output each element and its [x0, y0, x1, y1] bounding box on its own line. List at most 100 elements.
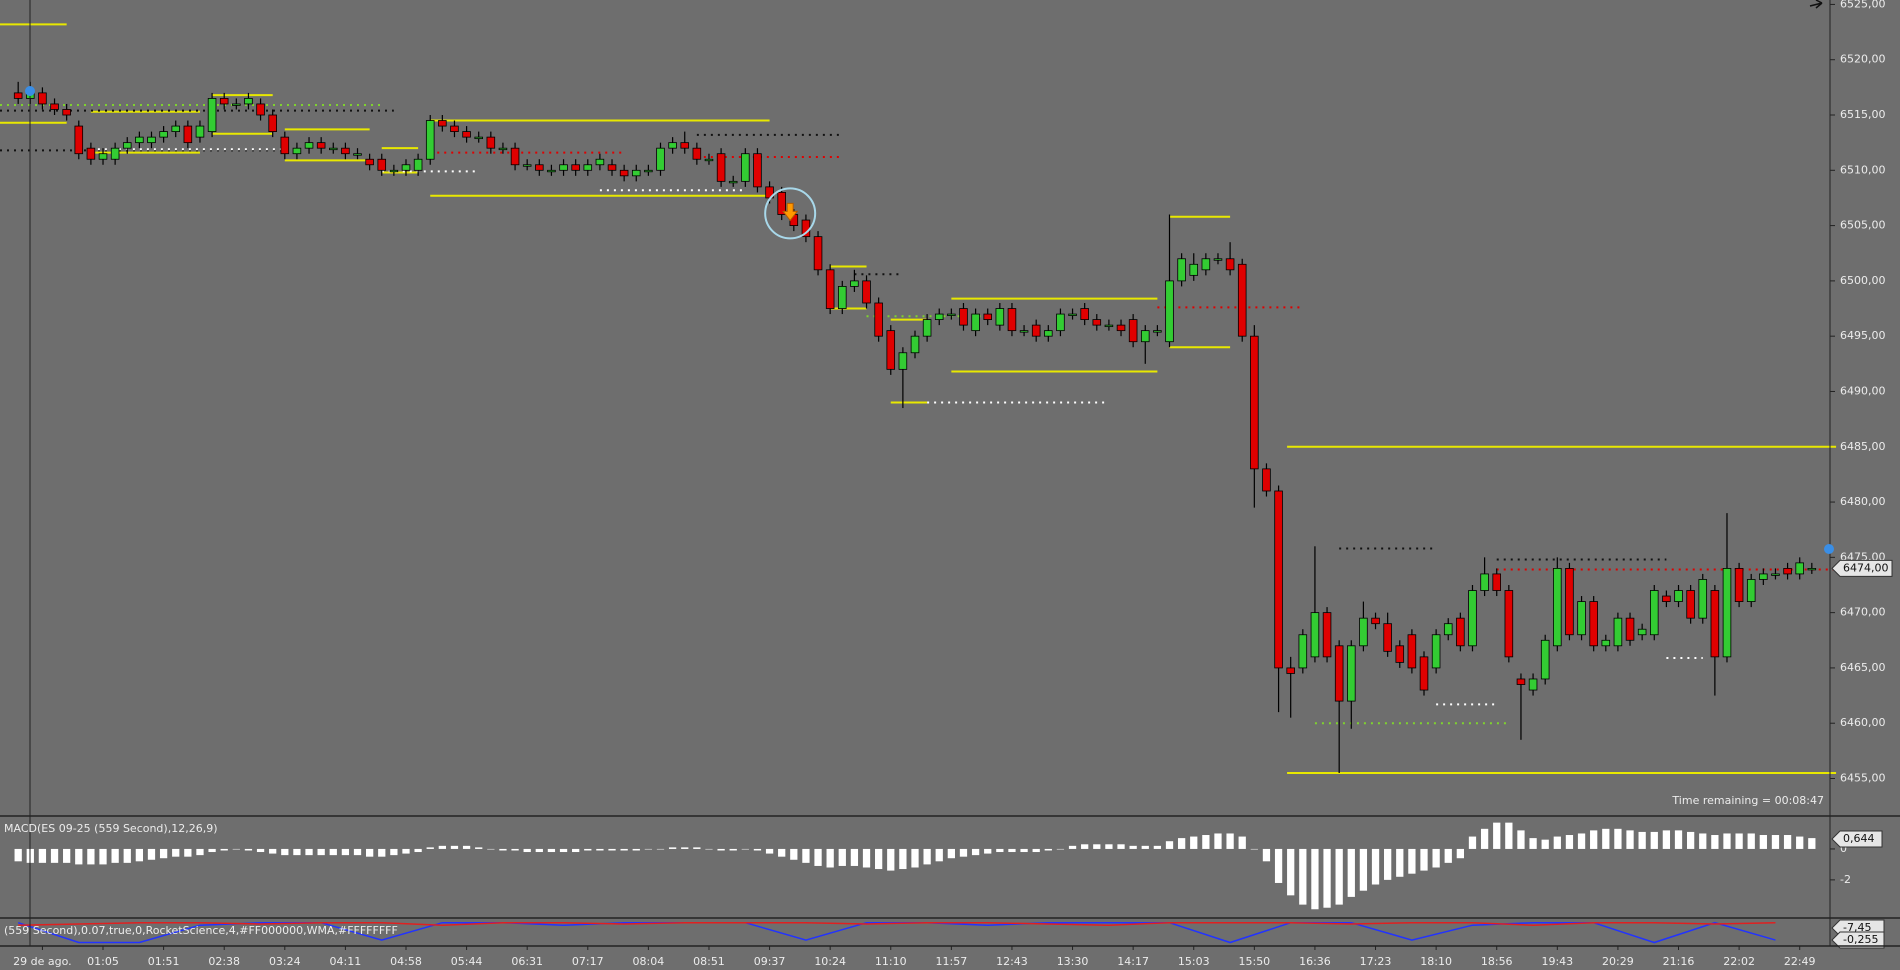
macd-bar: [1650, 831, 1658, 849]
candle-body: [50, 103, 59, 110]
candle-body: [1189, 263, 1199, 276]
x-tick-label: 18:56: [1481, 955, 1513, 968]
macd-bar: [1735, 833, 1743, 849]
macd-bar: [305, 848, 313, 856]
macd-bar: [1177, 838, 1186, 849]
macd-bar: [887, 848, 895, 871]
candle-body: [583, 164, 593, 171]
candle-body: [631, 169, 641, 177]
time-remaining: Time remaining = 00:08:47: [1671, 794, 1824, 807]
macd-bar: [1626, 830, 1634, 849]
macd-bar: [1759, 835, 1767, 849]
macd-bar: [923, 848, 931, 865]
macd-bar: [559, 848, 568, 853]
value-flag-label: 6474,00: [1843, 561, 1889, 574]
x-tick-label: 10:24: [814, 955, 846, 968]
y-tick-label: 6460,00: [1840, 716, 1886, 729]
candle-body: [1056, 313, 1065, 332]
candle-body: [13, 92, 23, 99]
candle-body: [1165, 280, 1174, 343]
candle-body: [971, 313, 980, 332]
y-tick-label: 6470,00: [1840, 606, 1886, 619]
x-tick-label: 04:58: [390, 955, 422, 968]
x-tick-label: 04:11: [330, 955, 362, 968]
candle-body: [1589, 601, 1598, 647]
candle-body: [934, 313, 944, 320]
x-tick-label: 18:10: [1420, 955, 1452, 968]
signal-arrow: [782, 202, 799, 222]
macd-bar: [196, 848, 204, 856]
y-tick-label: 6505,00: [1840, 219, 1886, 232]
candle-body: [1201, 258, 1211, 271]
candle-body: [122, 142, 132, 149]
y-tick-label: 6500,00: [1840, 274, 1886, 287]
x-tick-label: 09:37: [754, 955, 786, 968]
candle-body: [1286, 667, 1295, 674]
macd-bar: [1129, 845, 1137, 849]
macd-bar: [366, 848, 374, 857]
candle-body: [825, 269, 835, 309]
candle-body: [1601, 639, 1611, 647]
candle-body: [438, 120, 447, 127]
y-tick-label: -2: [1840, 873, 1851, 886]
y-tick-label: 6525,00: [1840, 0, 1886, 10]
candle-body: [1407, 634, 1417, 669]
x-tick-label: 14:17: [1117, 955, 1149, 968]
macd-bar: [487, 848, 495, 850]
candle-body: [365, 158, 374, 166]
macd-bar: [1044, 848, 1052, 851]
x-tick-label: 12:43: [996, 955, 1028, 968]
x-tick-label: 29 de ago.: [13, 955, 72, 968]
macd-bar: [1081, 844, 1089, 849]
macd-bar: [790, 848, 798, 860]
candle-body: [98, 153, 108, 160]
macd-bar: [1674, 830, 1683, 849]
candle-body: [1153, 330, 1162, 333]
marker-dot: [1824, 544, 1834, 554]
candle-body: [486, 136, 496, 149]
value-flag-label: -7,45: [1843, 921, 1871, 934]
candle-body: [1443, 623, 1453, 636]
candle-body: [874, 302, 883, 337]
candle-body: [353, 153, 362, 156]
candle-body: [1468, 590, 1477, 647]
macd-bar: [1686, 831, 1695, 849]
macd-bar: [620, 848, 628, 851]
candle-body: [377, 158, 387, 171]
macd-bar: [523, 848, 531, 853]
y-tick-label: 6510,00: [1840, 163, 1886, 176]
candle-body: [86, 147, 96, 160]
macd-bar: [1153, 845, 1162, 849]
candle-body: [268, 114, 277, 132]
macd-bar: [1141, 845, 1149, 849]
macd-bar: [1250, 848, 1258, 850]
macd-bar: [1553, 836, 1561, 849]
candle-body: [1456, 617, 1465, 647]
macd-bar: [1408, 848, 1416, 874]
macd-bar: [147, 848, 156, 860]
candle-body: [656, 147, 665, 171]
macd-bar: [1699, 833, 1707, 849]
candle-body: [1759, 573, 1768, 580]
candle-body: [328, 147, 338, 151]
macd-bar: [1468, 836, 1477, 849]
candle-body: [1649, 590, 1659, 636]
y-tick-label: 6465,00: [1840, 661, 1886, 674]
macd-bar: [1335, 848, 1343, 905]
candle-body: [1044, 330, 1053, 337]
candle-body: [813, 236, 823, 271]
macd-bar: [1117, 844, 1125, 849]
value-flag: [1831, 830, 1883, 848]
macd-bar: [1796, 836, 1804, 849]
candle-body: [1528, 678, 1538, 691]
macd-bar: [1287, 848, 1295, 896]
macd-bar: [608, 848, 616, 851]
candle-body: [474, 136, 483, 140]
macd-bar: [511, 848, 519, 851]
macd-bar: [414, 848, 422, 853]
macd-bar: [547, 848, 556, 853]
macd-bar: [1432, 848, 1440, 868]
x-tick-label: 07:17: [572, 955, 604, 968]
macd-bar: [159, 848, 168, 859]
